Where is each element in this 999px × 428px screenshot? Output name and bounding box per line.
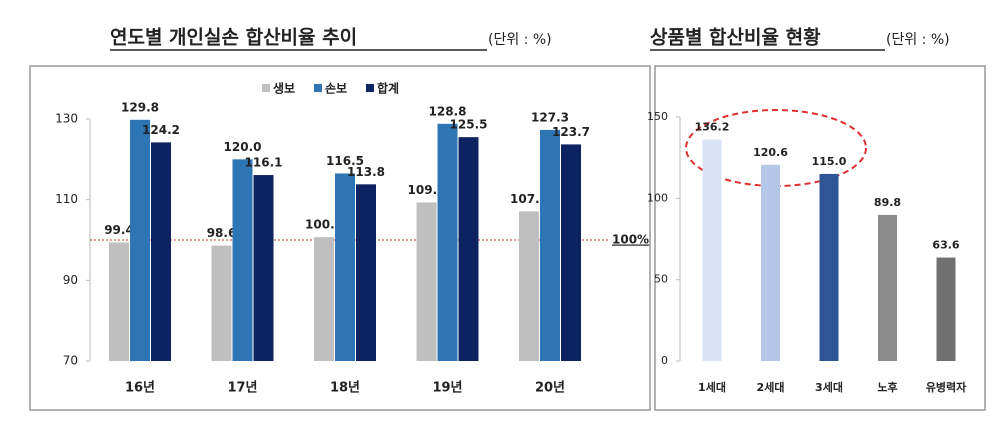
value-label: 120.6 bbox=[753, 146, 788, 159]
bar bbox=[253, 175, 274, 361]
value-label: 113.8 bbox=[347, 165, 385, 179]
y-tick-label: 0 bbox=[661, 354, 668, 367]
x-tick-label: 18년 bbox=[330, 381, 360, 396]
left-panel bbox=[29, 65, 651, 411]
bar bbox=[519, 211, 539, 361]
right-panel bbox=[654, 65, 986, 411]
y-tick-label: 130 bbox=[55, 112, 78, 126]
value-label: 120.0 bbox=[224, 140, 262, 154]
bar bbox=[232, 159, 253, 361]
x-tick-label: 1세대 bbox=[698, 380, 726, 394]
value-label: 63.6 bbox=[932, 239, 959, 252]
legend-swatch bbox=[262, 84, 270, 92]
unit-label: (단위 : %) bbox=[886, 32, 950, 48]
value-label: 98.6 bbox=[207, 226, 237, 240]
value-label: 99.4 bbox=[104, 223, 134, 237]
reference-label: 100% bbox=[612, 233, 649, 247]
x-tick-label: 16년 bbox=[125, 381, 155, 396]
bar bbox=[211, 245, 232, 361]
unit-label: (단위 : %) bbox=[488, 32, 552, 48]
y-tick-label: 70 bbox=[63, 354, 78, 368]
legend-label: 생보 bbox=[273, 81, 295, 96]
bar bbox=[151, 142, 171, 361]
value-label: 109.3 bbox=[408, 183, 446, 197]
y-tick-label: 150 bbox=[647, 110, 668, 123]
y-tick-label: 100 bbox=[647, 191, 668, 204]
legend-label: 합계 bbox=[377, 81, 399, 96]
bar bbox=[335, 173, 355, 361]
bar bbox=[109, 242, 129, 361]
value-label: 115.0 bbox=[812, 155, 847, 168]
x-tick-label: 노후 bbox=[877, 380, 897, 394]
legend-swatch bbox=[366, 84, 374, 92]
legend-label: 손보 bbox=[325, 82, 347, 96]
x-tick-label: 3세대 bbox=[815, 380, 843, 394]
bar bbox=[416, 202, 437, 361]
bar bbox=[936, 257, 956, 361]
value-label: 127.3 bbox=[531, 110, 569, 124]
value-label: 125.5 bbox=[450, 118, 488, 132]
bar bbox=[540, 129, 560, 361]
bar bbox=[437, 123, 458, 361]
bar bbox=[761, 164, 780, 361]
y-tick-label: 50 bbox=[654, 273, 668, 286]
value-label: 128.8 bbox=[429, 104, 467, 118]
x-tick-label: 17년 bbox=[227, 381, 257, 396]
value-label: 136.2 bbox=[695, 120, 730, 133]
value-label: 129.8 bbox=[121, 100, 159, 114]
value-label: 116.1 bbox=[245, 156, 283, 170]
x-tick-label: 19년 bbox=[432, 381, 462, 396]
bar bbox=[314, 237, 334, 361]
x-tick-label: 20년 bbox=[535, 381, 565, 396]
x-tick-label: 유병력자 bbox=[926, 380, 967, 394]
bar bbox=[819, 173, 839, 361]
chart-title: 연도별 개인실손 합산비율 추이 bbox=[110, 27, 357, 49]
bar bbox=[458, 137, 479, 361]
value-label: 107.1 bbox=[510, 192, 548, 206]
value-label: 123.7 bbox=[552, 125, 590, 139]
bar bbox=[356, 184, 376, 361]
bar bbox=[878, 214, 897, 361]
y-tick-label: 110 bbox=[55, 192, 78, 206]
value-label: 116.5 bbox=[326, 154, 364, 168]
value-label: 100.7 bbox=[305, 218, 343, 232]
bar bbox=[561, 144, 581, 361]
value-label: 89.8 bbox=[874, 196, 901, 209]
y-tick-label: 90 bbox=[63, 273, 78, 287]
bar bbox=[702, 139, 722, 361]
legend-swatch bbox=[314, 84, 322, 92]
value-label: 124.2 bbox=[142, 123, 180, 137]
x-tick-label: 2세대 bbox=[757, 380, 785, 394]
bar bbox=[130, 119, 150, 361]
chart-title: 상품별 합산비율 현황 bbox=[650, 26, 821, 49]
